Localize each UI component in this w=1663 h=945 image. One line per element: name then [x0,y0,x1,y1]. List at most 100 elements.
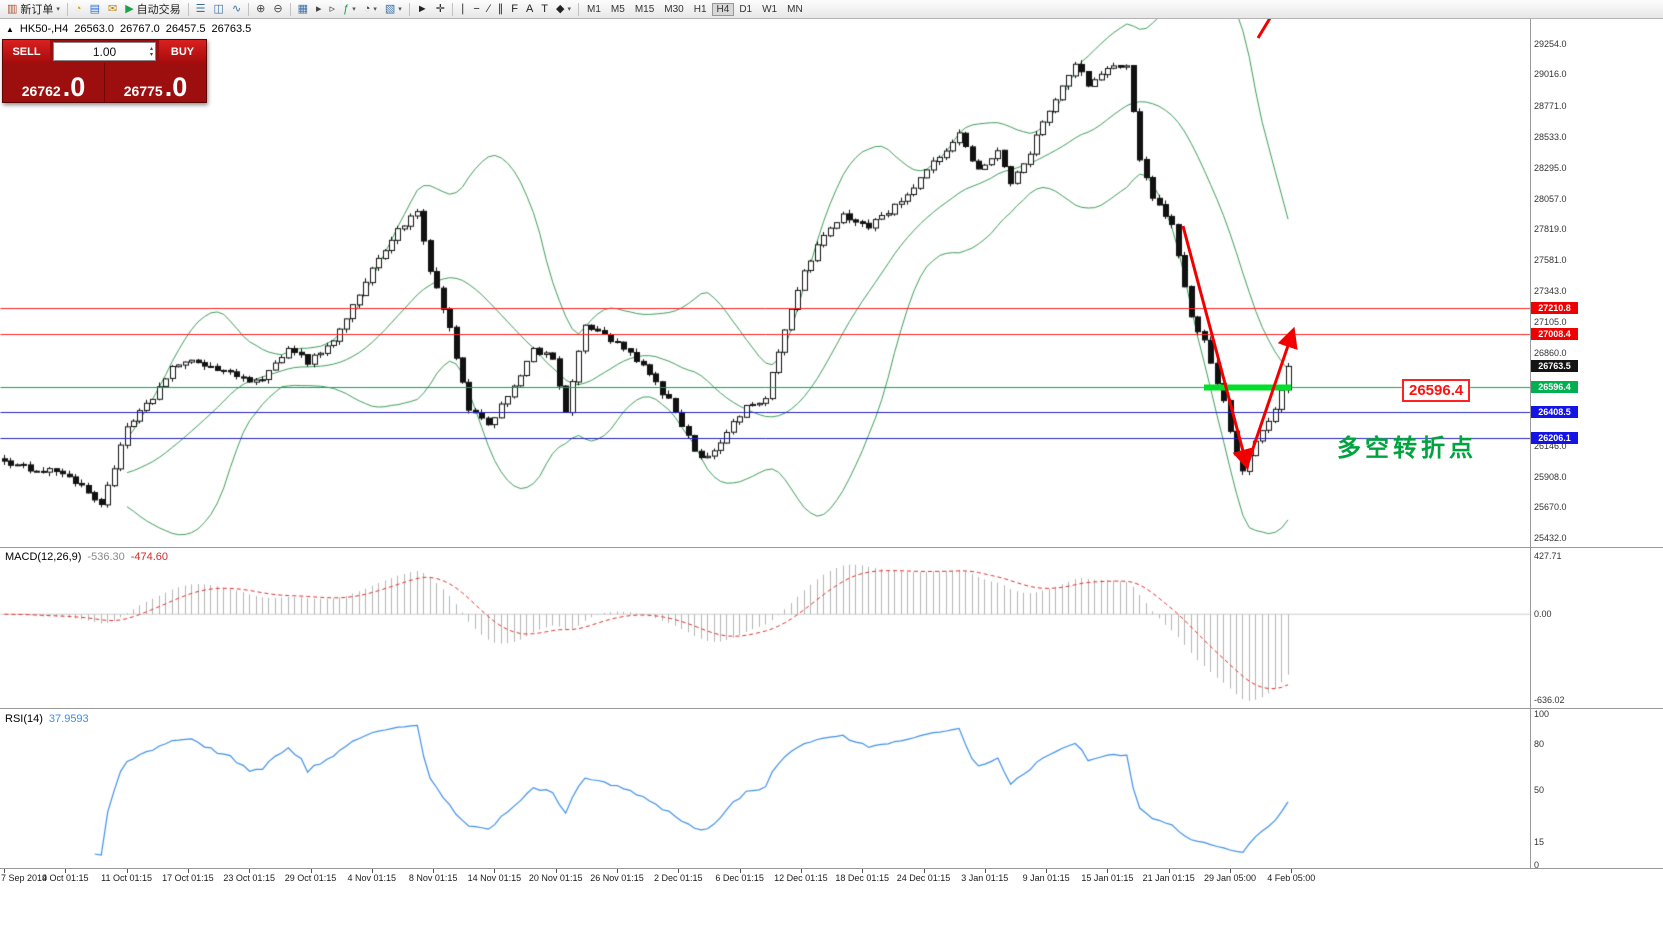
templates-icon[interactable]: ▧ ▾ [381,1,406,17]
turning-point-annotation[interactable]: 多空转折点 [1337,435,1477,462]
timeframe-mn[interactable]: MN [787,3,803,15]
volume-spinner[interactable]: ▴ ▾ [150,43,153,60]
vertical-line-icon[interactable]: ∣ [456,1,470,17]
time-axis-tick [617,869,618,873]
time-axis-tick [310,869,312,873]
price-chart-canvas[interactable] [0,19,1530,547]
buy-price-display[interactable]: 26775 .0 [105,63,206,102]
toolbar-separator [289,2,291,16]
ohlc-low: 26457.5 [165,23,206,35]
horizontal-line-icon[interactable]: − [469,1,483,17]
price-axis-label: 28295.0 [1534,162,1567,173]
timeframe-w1[interactable]: W1 [762,3,778,15]
time-axis-label: 24 Dec 01:15 [896,873,951,883]
sell-price-display[interactable]: 26762 .0 [3,63,104,102]
timeframe-h4[interactable]: H4 [711,2,735,16]
rsi-axis-label: 100 [1534,709,1550,719]
line-chart-icon: ∿ [231,2,242,15]
bar-chart-icon[interactable]: ☰ [192,1,210,17]
time-axis-label: 17 Oct 01:15 [162,873,214,883]
time-axis-label: 8 Nov 01:15 [408,873,458,883]
price-axis-border [1530,19,1531,868]
chart-shift-icon[interactable]: ▹ [326,1,340,17]
macd-axis-label: -636.02 [1534,695,1565,706]
trendline-icon[interactable]: ∕ [484,1,494,17]
arrows-icon[interactable]: ◆ ▾ [552,1,575,17]
time-axis-tick [187,869,189,873]
one-click-trading-widget: SELL 1.00 ▴ ▾ BUY 26762 .0 26775 .0 [2,39,207,103]
buy-button[interactable]: BUY [159,40,206,63]
panel-separator[interactable] [0,708,1663,709]
time-axis-tick [862,869,864,873]
price-alert-icon[interactable]: ◔ [71,1,86,17]
price-axis-label: 25432.0 [1534,533,1567,544]
macd-indicator-name: MACD(12,26,9) [5,551,82,563]
price-badge: 27008.4 [1531,328,1578,341]
new-order-button[interactable]: ▥ 新订单 ▾ [3,1,64,17]
autotrade-button[interactable]: ▶ 自动交易 [121,1,184,17]
period-selector-icon[interactable]: ◔ ▾ [360,1,381,17]
auto-scroll-icon: ▸ [316,2,322,15]
symbol-trend-icon: ▲ [6,24,14,34]
time-axis-tick [494,869,496,873]
timeframe-h1[interactable]: H1 [693,3,707,15]
line-chart-icon[interactable]: ∿ [228,1,245,17]
macd-axis-label: 427.71 [1534,550,1562,561]
chart-shift-icon: ▹ [329,2,336,15]
panel-separator[interactable] [0,868,1663,869]
price-badge: 27210.8 [1531,302,1578,314]
rsi-indicator-name: RSI(14) [5,713,43,725]
time-axis-tick [371,869,373,873]
sell-button[interactable]: SELL [3,40,50,63]
volume-input[interactable]: 1.00 ▴ ▾ [53,42,156,61]
price-level-tag[interactable]: 26596.4 [1402,379,1471,402]
volume-down-icon[interactable]: ▾ [149,51,153,58]
timeframe-m15[interactable]: M15 [634,3,655,15]
tile-windows-icon[interactable]: ▦ [294,1,312,17]
price-badge: 26408.5 [1531,405,1578,418]
macd-panel-canvas[interactable] [0,548,1530,708]
price-axis-label: 28057.0 [1534,193,1567,204]
timeframe-m5[interactable]: M5 [610,3,625,15]
text-icon[interactable]: A [522,1,537,17]
timeframe-m1[interactable]: M1 [587,3,601,15]
zoom-out-icon[interactable]: ⊖ [269,1,286,17]
time-axis-label: 9 Jan 01:15 [1022,873,1070,883]
market-depth-icon: ▤ [89,2,100,15]
chart-ohlc-header: ▲ HK50-,H4 26563.0 26767.0 26457.5 26763… [6,23,251,35]
timeframe-m30[interactable]: M30 [664,3,684,15]
mailbox-icon[interactable]: ✉ [104,1,121,17]
time-axis-label: 18 Dec 01:15 [835,873,889,883]
new-order-icon: ▥ [7,2,18,15]
time-axis-label: 14 Nov 01:15 [467,873,522,883]
time-axis-tick [126,869,128,873]
price-axis-label: 28771.0 [1534,101,1567,112]
time-axis-label: 4 Oct 01:15 [42,873,89,883]
macd-indicator-label: MACD(12,26,9) -536.30 -474.60 [5,551,168,563]
rsi-panel-canvas[interactable] [0,710,1530,868]
label-icon[interactable]: T [537,1,552,17]
rsi-axis-label: 50 [1534,784,1545,795]
macd-axis-label: 0.00 [1534,608,1552,619]
timeframe-d1[interactable]: D1 [739,3,753,15]
time-axis-label: 11 Oct 01:15 [101,873,153,883]
crosshair-icon[interactable]: ✛ [432,1,449,17]
toolbar: ▥ 新订单 ▾ ◔ ▤ ✉ ▶ 自动交易 ☰ ◫ ∿ ⊕ ⊖ ▦ ▸ ▹ ƒ ▾ ◔ ▾ ▧ ▾ ► ✛ ∣ − ∕ ∥ F A T ◆ ▾ M1… [0,0,1663,19]
time-axis-tick [1168,869,1170,873]
auto-scroll-icon[interactable]: ▸ [312,1,326,17]
period-selector-icon-caret-icon: ▾ [373,6,377,13]
cursor-icon[interactable]: ► [413,1,432,17]
market-depth-icon[interactable]: ▤ [86,1,104,17]
zoom-in-icon[interactable]: ⊕ [252,1,269,17]
macd-main-value: -536.30 [87,551,125,563]
price-axis-label: 27105.0 [1534,316,1567,327]
horizontal-line-icon: − [473,2,480,15]
volume-up-icon[interactable]: ▴ [149,45,153,52]
candlestick-icon[interactable]: ◫ [210,1,228,17]
buy-price-pips: .0 [164,72,188,103]
indicators-add-icon[interactable]: ƒ ▾ [339,1,360,17]
equidistant-channel-icon[interactable]: ∥ [494,1,508,17]
panel-separator[interactable] [0,547,1663,548]
sell-price-pips: .0 [62,72,86,103]
fibonacci-icon[interactable]: F [507,1,522,17]
